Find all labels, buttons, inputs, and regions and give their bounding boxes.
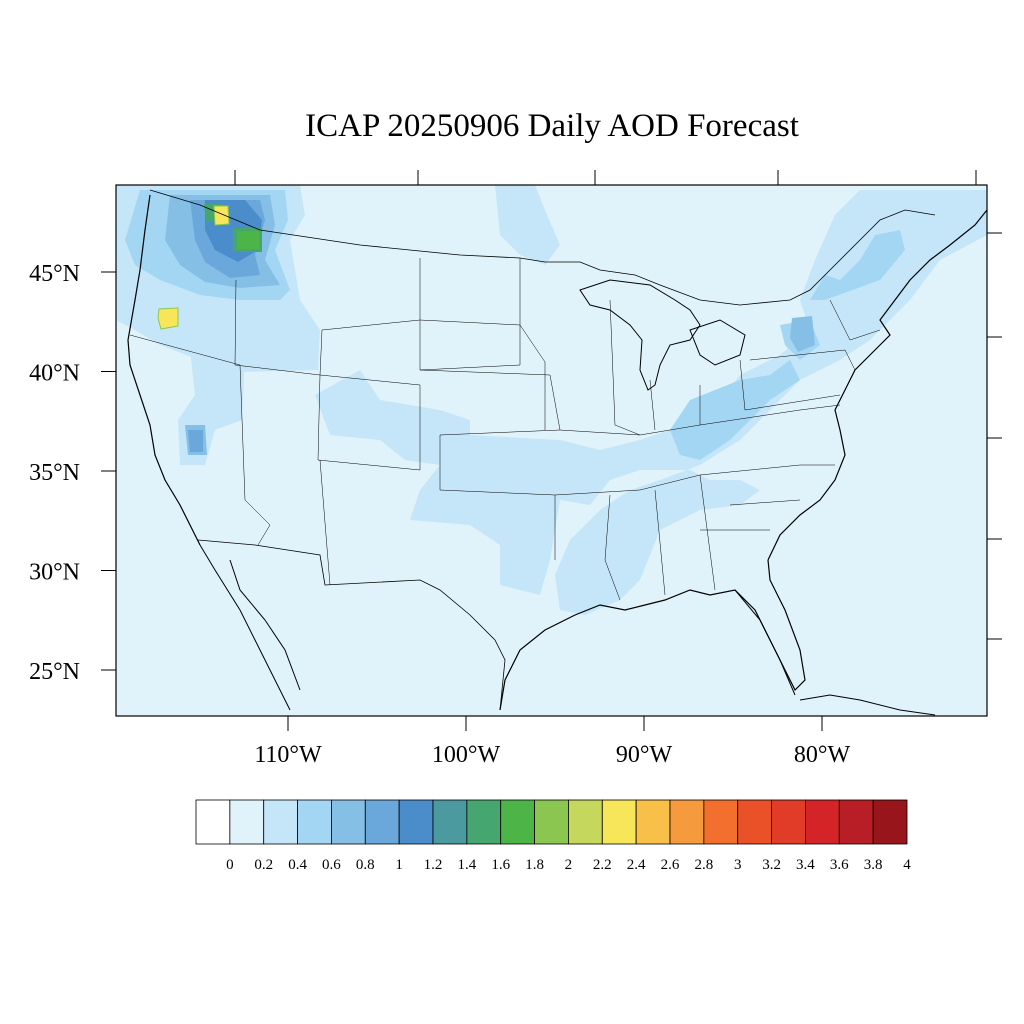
colorbar-swatch: [601, 799, 637, 845]
lat-label-35: 35°N: [29, 460, 80, 486]
colorbar-swatch: [771, 799, 806, 845]
state-line-13: [609, 299, 641, 436]
florida-coast: [734, 589, 796, 696]
bottom-tick-marks: [287, 716, 823, 731]
lon-label-100: 100°W: [432, 742, 501, 768]
colorbar-swatch: [635, 799, 671, 845]
colorbar-swatch: [568, 799, 603, 845]
aod-shading-layer: [116, 185, 987, 615]
colorbar-label: 3.6: [830, 857, 849, 873]
state-line-10: [604, 494, 621, 601]
colorbar-label: 1.4: [457, 857, 476, 873]
colorbar-label: 3.2: [762, 857, 781, 873]
colorbar-swatch: [331, 799, 366, 845]
colorbar-label: 2: [565, 857, 573, 873]
state-line-16: [739, 359, 841, 411]
great-lakes: [579, 279, 701, 391]
colorbar-label: 0.2: [254, 857, 273, 873]
colorbar-label: 0.4: [288, 857, 307, 873]
left-tick-marks: [101, 271, 116, 671]
colorbar-label: 1: [395, 857, 403, 873]
colorbar-label: 2.4: [627, 857, 646, 873]
colorbar-swatch: [703, 799, 739, 845]
latitude-labels: 45°N 40°N 35°N 30°N 25°N: [29, 261, 80, 685]
colorbar-swatch: [195, 799, 231, 845]
map-frame: [115, 184, 988, 717]
colorbar-swatch: [669, 799, 705, 845]
state-line-7: [519, 258, 546, 430]
lon-label-80: 80°W: [794, 742, 851, 768]
state-line-3: [317, 374, 421, 471]
west-coastline: [127, 194, 201, 546]
longitude-labels: 110°W 100°W 90°W 80°W: [254, 742, 850, 768]
gulf-coastline: [499, 559, 806, 711]
colorbar-label: 2.6: [661, 857, 680, 873]
colorbar-label: 4: [903, 857, 911, 873]
colorbar-swatch: [500, 799, 535, 845]
colorbar-label: 2.2: [593, 857, 612, 873]
map-title: ICAP 20250906 Daily AOD Forecast: [305, 108, 799, 144]
baja-coastline: [199, 544, 291, 711]
map-boundaries: [127, 189, 987, 716]
gulf-of-california: [229, 559, 301, 691]
state-line-2: [129, 334, 271, 546]
colorbar-label: 1.8: [525, 857, 544, 873]
colorbar-label: 3: [734, 857, 742, 873]
state-line-6: [319, 459, 331, 586]
aod-hotspot-yellow: [157, 205, 230, 330]
colorbar-swatch: [838, 799, 874, 845]
colorbar-swatch: [229, 799, 265, 845]
lake-huron-erie: [689, 319, 746, 366]
mexico-border: [197, 539, 506, 711]
colorbar-label: 0: [226, 857, 234, 873]
canada-border: [149, 189, 936, 306]
cuba-coast: [799, 694, 936, 716]
state-line-12: [699, 474, 716, 591]
lat-label-40: 40°N: [29, 361, 80, 387]
colorbar-swatch: [263, 799, 298, 845]
state-line-4: [419, 319, 521, 371]
aod-hotspot-northern-idaho: [237, 231, 259, 249]
colorbar-swatch: [297, 799, 332, 845]
state-line-20: [729, 499, 801, 506]
colorbar-swatch: [805, 799, 840, 845]
map-tick-marks: [234, 170, 1002, 640]
lat-label-25: 25°N: [29, 659, 80, 685]
colorbar-label: 0.6: [322, 857, 341, 873]
colorbar-label: 1.6: [491, 857, 510, 873]
colorbar: [195, 799, 908, 845]
state-line-17: [749, 349, 856, 371]
colorbar-label: 3.8: [864, 857, 883, 873]
state-line-1: [234, 258, 421, 376]
colorbar-swatch: [364, 799, 400, 845]
colorbar-label: 3.4: [796, 857, 815, 873]
colorbar-swatch: [872, 799, 908, 845]
lat-label-45: 45°N: [29, 261, 80, 287]
colorbar-labels: 0 0.2 0.4 0.6 0.8 1 1.2 1.4 1.6 1.8 2 2.2 2.4 2.6 2.8 3…: [226, 857, 911, 873]
lon-label-110: 110°W: [254, 742, 322, 768]
lon-label-90: 90°W: [616, 742, 673, 768]
colorbar-swatch: [466, 799, 502, 845]
state-boundaries: [129, 258, 881, 601]
colorbar-swatch: [398, 799, 434, 845]
state-line-14: [649, 379, 656, 431]
colorbar-swatch: [534, 799, 569, 845]
state-line-11: [654, 489, 666, 596]
state-line-18: [829, 299, 881, 341]
colorbar-swatch: [432, 799, 468, 845]
colorbar-swatch: [737, 799, 772, 845]
colorbar-label: 1.2: [424, 857, 443, 873]
colorbar-label: 0.8: [356, 857, 375, 873]
lat-label-30: 30°N: [29, 560, 80, 586]
colorbar-label: 2.8: [694, 857, 713, 873]
